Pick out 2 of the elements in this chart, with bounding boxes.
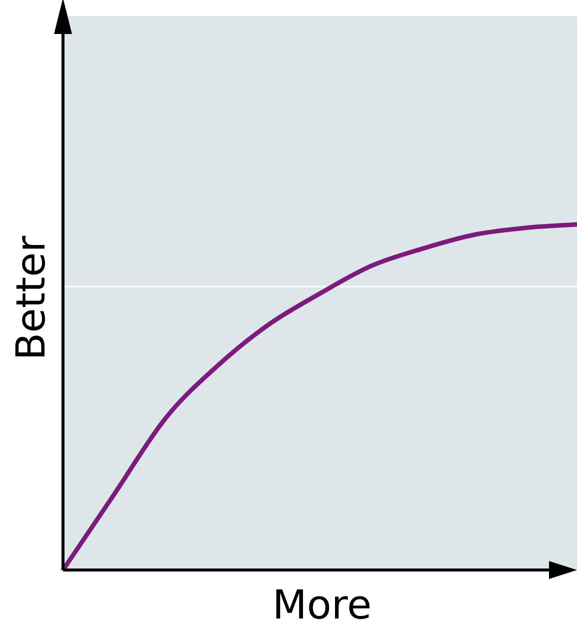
x-axis-title: More: [272, 582, 372, 628]
y-axis-title: Better: [8, 235, 54, 360]
